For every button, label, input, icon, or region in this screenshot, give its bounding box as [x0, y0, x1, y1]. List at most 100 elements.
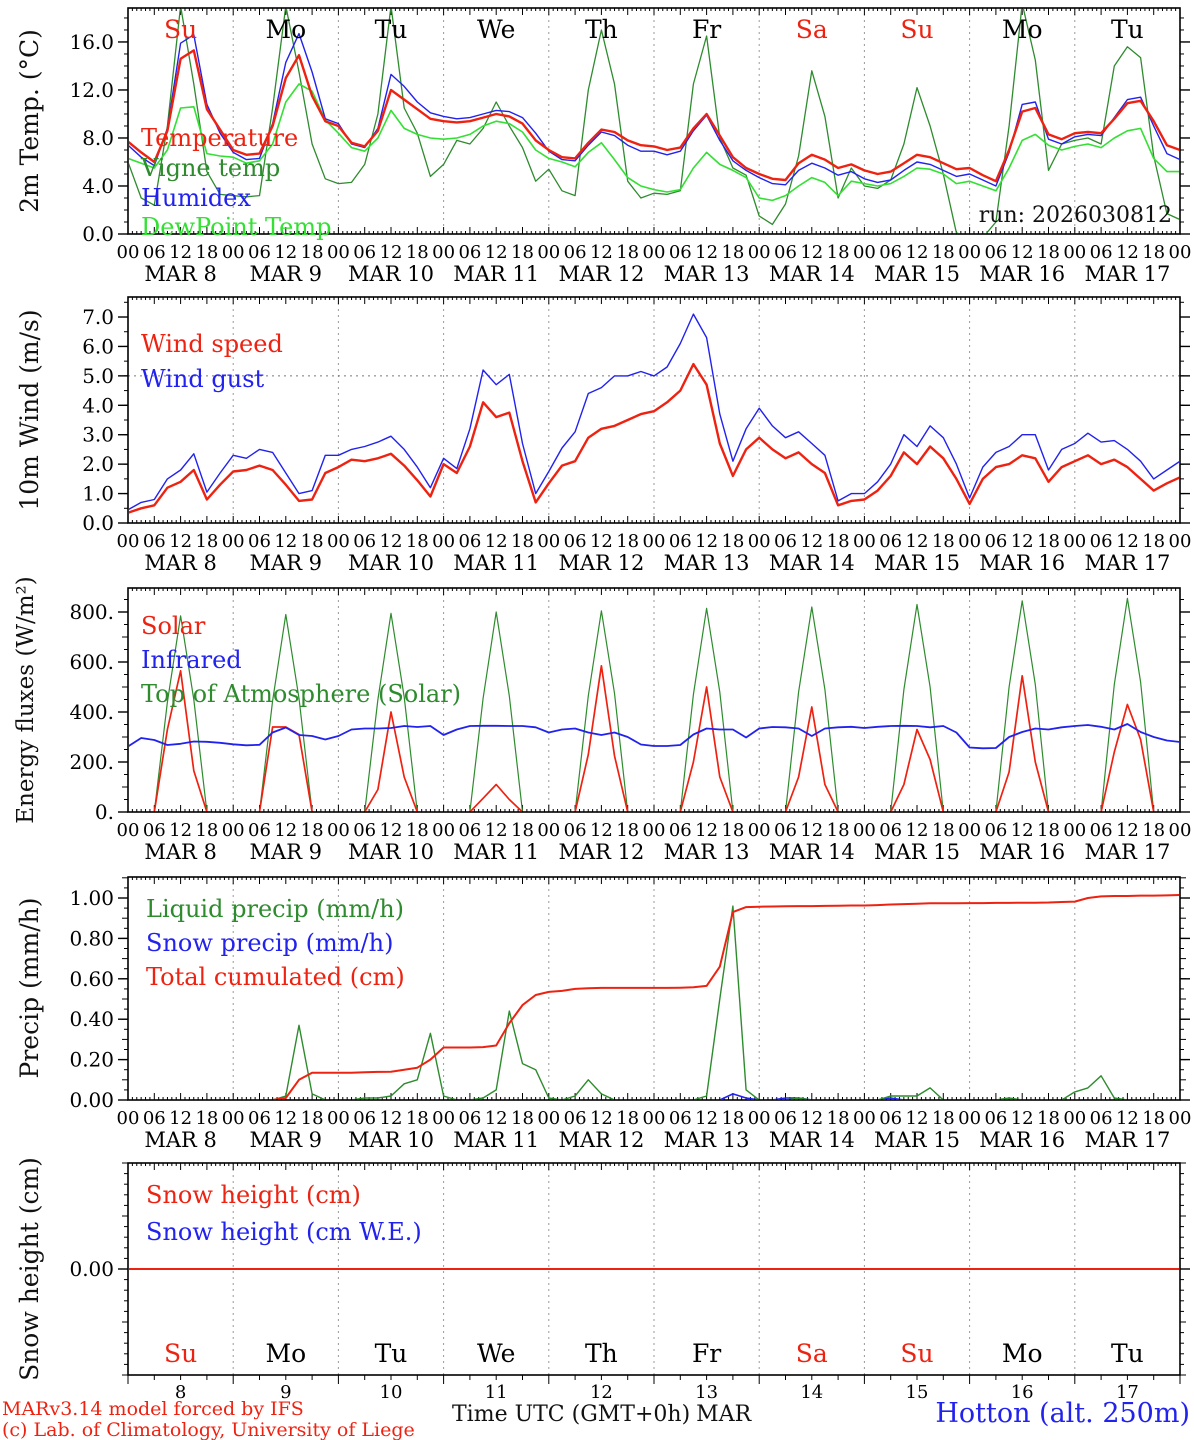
day-name-label: Tu [375, 1339, 408, 1368]
legend-toa-solar: Top of Atmosphere (Solar) [141, 680, 462, 708]
hour-label: 12 [1011, 531, 1034, 552]
date-label: MAR 9 [250, 1128, 323, 1152]
hour-label: 18 [406, 1108, 429, 1129]
hour-label: 06 [458, 242, 481, 263]
hour-label: 18 [616, 531, 639, 552]
hour-label: 06 [669, 531, 692, 552]
hour-label: 00 [853, 242, 876, 263]
hour-label: 18 [301, 820, 324, 841]
date-label: MAR 16 [979, 1128, 1065, 1152]
series-line-total-cumulated-cm- [129, 894, 1179, 1099]
hour-label: 06 [879, 531, 902, 552]
day-number-label: 15 [906, 1382, 929, 1403]
day-name-label: Mo [1002, 1339, 1043, 1368]
date-label: MAR 15 [874, 840, 960, 864]
hour-label: 18 [511, 1108, 534, 1129]
hour-label: 06 [248, 1108, 271, 1129]
hour-label: 00 [432, 1108, 455, 1129]
hour-label: 06 [984, 242, 1007, 263]
legend-vigne-temp: Vigne temp [141, 154, 281, 182]
time-axis-label: Time UTC (GMT+0h) [452, 1402, 691, 1427]
hour-label: 12 [274, 820, 297, 841]
date-label: MAR 17 [1084, 262, 1170, 286]
y-tick-label: 0.0 [82, 222, 114, 246]
footer-lab: (c) Lab. of Climatology, University of L… [2, 1419, 415, 1440]
hour-label: 00 [853, 820, 876, 841]
hour-label: 12 [1011, 242, 1034, 263]
y-tick-label: 0.00 [69, 1088, 114, 1112]
date-label: MAR 8 [144, 551, 217, 575]
date-label: MAR 14 [769, 1128, 855, 1152]
hour-label: 00 [327, 1108, 350, 1129]
hour-label: 00 [643, 531, 666, 552]
hour-label: 12 [169, 1108, 192, 1129]
hour-label: 18 [301, 531, 324, 552]
date-label: MAR 8 [144, 262, 217, 286]
date-label: MAR 13 [664, 551, 750, 575]
hour-label: 12 [274, 1108, 297, 1129]
hour-label: 00 [537, 531, 560, 552]
hour-label: 00 [1169, 531, 1192, 552]
hour-label: 00 [1169, 820, 1192, 841]
day-number-label: 14 [800, 1382, 823, 1403]
date-label: MAR 16 [979, 262, 1065, 286]
footer-time-axis: Time UTC (GMT+0h) MAR [452, 1402, 751, 1427]
hour-label: 00 [537, 820, 560, 841]
hour-label: 00 [432, 242, 455, 263]
hour-label: 18 [616, 820, 639, 841]
hour-label: 06 [1090, 242, 1113, 263]
hour-label: 00 [748, 820, 771, 841]
hour-label: 06 [353, 820, 376, 841]
day-name-label: Su [900, 15, 933, 44]
date-label: MAR 11 [453, 551, 539, 575]
date-label: MAR 11 [453, 262, 539, 286]
series-line-dewpoint-temp [129, 83, 1179, 202]
y-tick-label: 2.0 [82, 452, 114, 476]
hour-label: 12 [1011, 1108, 1034, 1129]
hour-label: 18 [511, 242, 534, 263]
hour-label: 06 [669, 1108, 692, 1129]
hour-label: 06 [1090, 820, 1113, 841]
hour-label: 18 [721, 1108, 744, 1129]
date-label: MAR 15 [874, 1128, 960, 1152]
hour-label: 06 [248, 820, 271, 841]
day-number-label: 10 [380, 1382, 403, 1403]
hour-label: 06 [564, 242, 587, 263]
date-label: MAR 9 [250, 262, 323, 286]
day-number-label: 9 [280, 1382, 291, 1403]
date-label: MAR 13 [664, 840, 750, 864]
hour-label: 18 [1142, 242, 1165, 263]
hour-label: 12 [380, 242, 403, 263]
hour-label: 06 [984, 531, 1007, 552]
day-name-label: Mo [265, 15, 306, 44]
hour-label: 12 [274, 242, 297, 263]
hour-label: 00 [222, 820, 245, 841]
series-group [129, 313, 1179, 514]
hour-label: 06 [564, 1108, 587, 1129]
hour-label: 06 [879, 1108, 902, 1129]
hour-label: 18 [721, 242, 744, 263]
hour-label: 00 [1063, 1108, 1086, 1129]
day-number-label: 12 [590, 1382, 613, 1403]
hour-label: 00 [643, 1108, 666, 1129]
hour-label: 18 [1142, 820, 1165, 841]
legend-infrared: Infrared [141, 646, 242, 674]
y-tick-label: 0.20 [69, 1048, 114, 1072]
hour-label: 18 [195, 1108, 218, 1129]
hour-label: 00 [1063, 820, 1086, 841]
y-tick-label: 0. [95, 800, 114, 824]
date-label: MAR 12 [558, 840, 644, 864]
hour-label: 18 [932, 820, 955, 841]
day-name-label: Sa [796, 15, 828, 44]
hour-label: 12 [274, 531, 297, 552]
hour-label: 18 [721, 531, 744, 552]
hour-label: 00 [222, 531, 245, 552]
hour-label: 18 [1142, 1108, 1165, 1129]
hour-label: 18 [1037, 820, 1060, 841]
day-name-label: Su [164, 15, 197, 44]
date-label: MAR 9 [250, 840, 323, 864]
y-tick-label: 0.0 [82, 511, 114, 535]
hour-label: 18 [511, 820, 534, 841]
legend-snow-precip: Snow precip (mm/h) [146, 929, 394, 957]
hour-label: 06 [458, 531, 481, 552]
